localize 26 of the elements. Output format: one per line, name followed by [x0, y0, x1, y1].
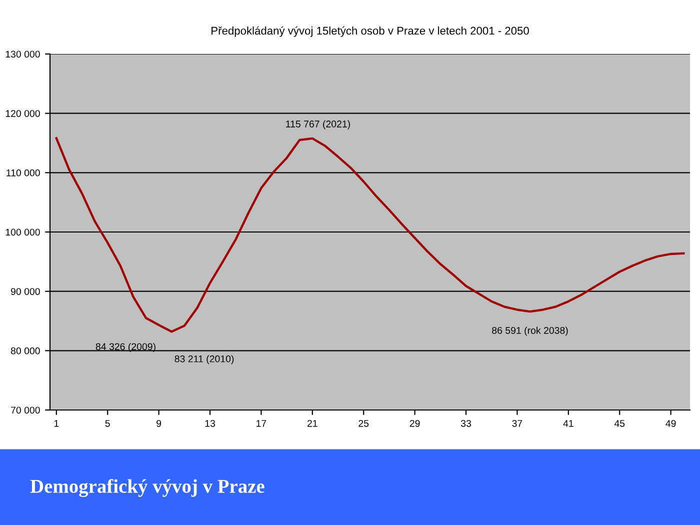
y-tick-label: 100 000	[6, 228, 40, 236]
annotation: 84 326 (2009)	[96, 342, 156, 352]
annotation: 86 591 (rok 2038)	[492, 326, 568, 336]
x-tick-label: 5	[105, 420, 110, 427]
x-tick-label: 25	[358, 420, 369, 427]
chart-title: Předpokládaný vývoj 15letých osob v Praze v letech 2001 - 2050	[212, 26, 529, 37]
y-tick-label: 90 000	[11, 288, 40, 295]
y-tick-label: 110 000	[6, 169, 40, 176]
y-tick-label: 80 000	[10, 347, 40, 354]
annotation: 115 767 (2021)	[286, 120, 350, 130]
y-tick-label: 70 000	[11, 406, 40, 414]
x-tick-label: 9	[156, 420, 162, 427]
x-tick-label: 37	[512, 420, 522, 427]
x-tick-label: 45	[614, 420, 625, 427]
x-tick-label: 17	[256, 420, 266, 427]
x-tick-label: 21	[307, 420, 318, 427]
x-tick-label: 1	[54, 420, 59, 427]
text: Demografický vývoj v Praze	[30, 479, 264, 497]
x-tick-label: 41	[563, 420, 574, 427]
annotation: 83 211 (2010)	[174, 355, 234, 364]
x-tick-label: 29	[410, 420, 420, 427]
x-tick-label: 13	[205, 420, 215, 427]
y-tick-label: 120 000	[6, 110, 40, 117]
x-tick-label: 33	[460, 420, 471, 427]
x-tick-label: 49	[666, 420, 676, 427]
y-tick-label: 130 000	[6, 50, 40, 58]
